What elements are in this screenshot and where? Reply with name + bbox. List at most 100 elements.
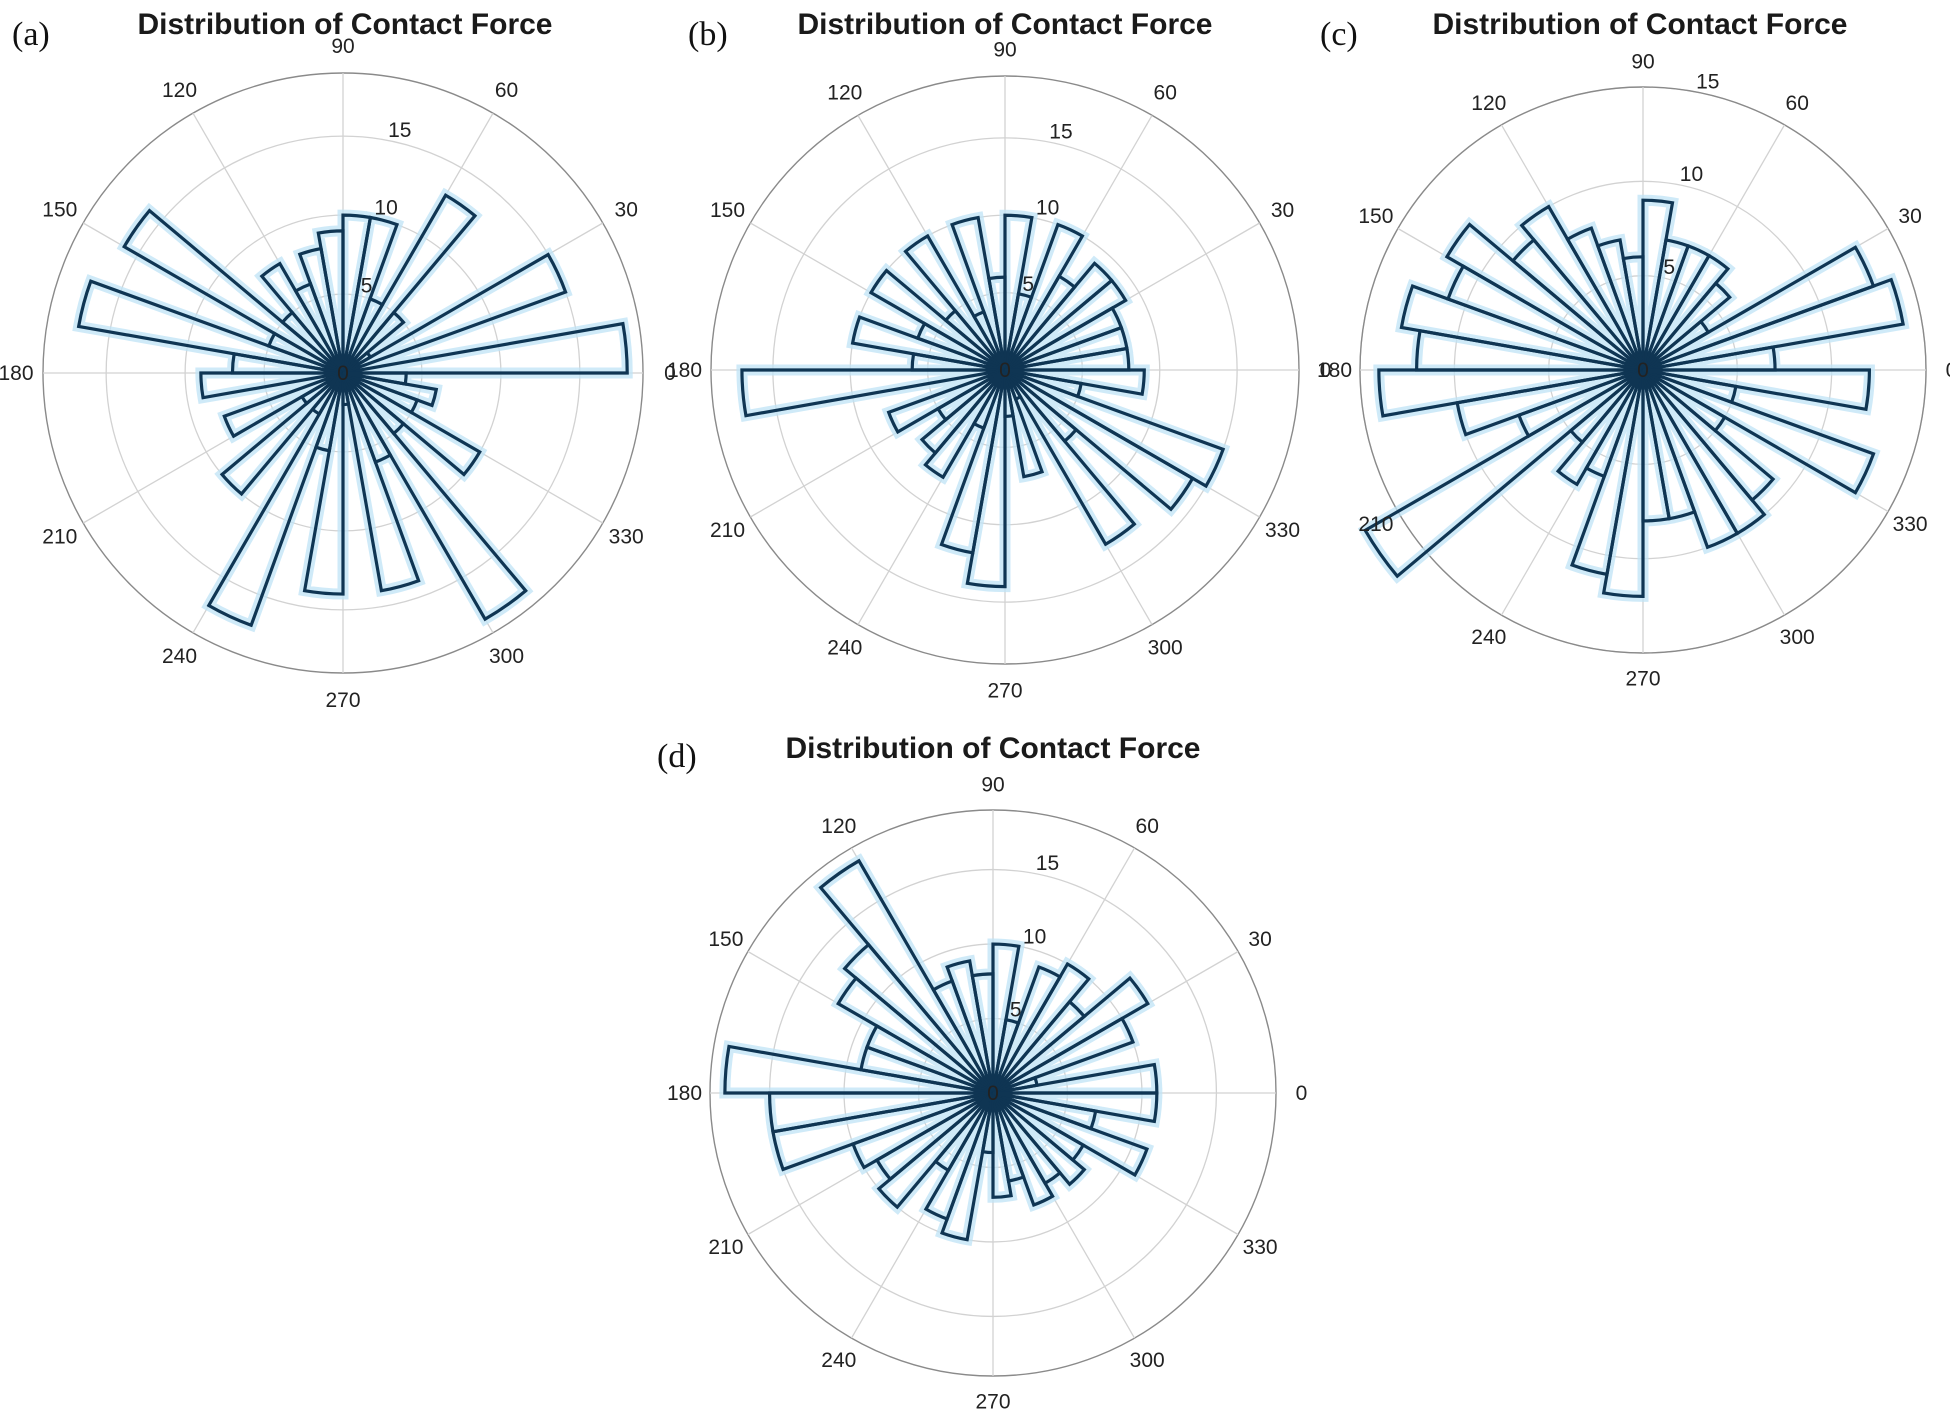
radius-tick-label: 10	[374, 197, 397, 220]
panel-label-c: (c)	[1320, 16, 1358, 53]
radius-tick-label: 15	[388, 119, 411, 142]
chart-title-d: Distribution of Contact Force	[786, 732, 1201, 765]
rose-glow	[72, 187, 633, 633]
angle-tick-label: 60	[495, 79, 518, 102]
histogram-bar-330	[1642, 368, 1876, 495]
histogram-bar-60	[991, 964, 1063, 1094]
angle-tick-label: 300	[489, 645, 524, 668]
histogram-bar-300	[1641, 368, 1767, 536]
histogram-bar-170	[723, 1044, 994, 1095]
histogram-bar-260	[1601, 369, 1645, 599]
angle-tick-label: 60	[1136, 815, 1159, 838]
histogram-bar-130	[842, 942, 995, 1095]
histogram-bar-180	[1377, 368, 1644, 418]
histogram-bar-140	[836, 975, 995, 1095]
histogram-bar-350	[1642, 368, 1872, 412]
angle-tick-label: 90	[993, 39, 1016, 62]
angle-tick-label: 30	[615, 199, 638, 222]
histogram-bar-240	[206, 372, 345, 628]
angle-tick-label: 300	[1130, 1349, 1165, 1372]
panel-c: (c) Distribution of Contact Force 0 30 60 9…	[1317, 8, 1950, 691]
histogram-bar-350	[1004, 368, 1146, 397]
histogram-bar-350	[992, 1091, 1159, 1124]
angle-tick-label: 210	[42, 526, 77, 549]
histogram-bar-160	[1399, 284, 1644, 372]
angle-tick-label: 0	[1946, 359, 1950, 382]
histogram-bar-190	[1455, 368, 1644, 437]
histogram-bar-340	[342, 371, 439, 408]
histogram-bar-140	[122, 208, 345, 375]
angle-tick-label: 150	[42, 199, 77, 222]
chart-title-c: Distribution of Contact Force	[1433, 8, 1848, 41]
angle-tick-label: 150	[708, 928, 743, 951]
radius-tick-label: 0	[337, 362, 349, 385]
histogram-bar-50	[991, 961, 1091, 1095]
radius-tick-label: 10	[1680, 163, 1703, 186]
polar-chart-d: 0 30 60 90 120 150 180 210 240 270 300 330 0 5 10 15	[667, 774, 1307, 1411]
rose-glow	[736, 209, 1231, 593]
radius-tick-label: 0	[987, 1082, 999, 1105]
angle-tick-label: 30	[1248, 928, 1271, 951]
radius-tick-label: 15	[1036, 852, 1059, 875]
angle-tick-label: 150	[710, 199, 745, 222]
polar-chart-c: 0 30 60 90 120 150 180 210 240 270 300 330 0 5 10 15	[1317, 51, 1950, 691]
angle-tick-label: 180	[667, 359, 702, 382]
angle-tick-label: 180	[1317, 359, 1352, 382]
polar-chart-a: 0 30 60 90 120 150 180 210 240 270 300 330 0 5 10 15	[0, 35, 676, 712]
angle-tick-label: 330	[609, 526, 644, 549]
histogram-bar-210	[1363, 368, 1645, 579]
histogram-bar-160	[850, 315, 1006, 372]
angle-tick-label: 60	[1786, 92, 1809, 115]
angle-tick-label: 300	[1148, 637, 1183, 660]
histogram-bar-330	[1004, 368, 1226, 489]
angle-tick-label: 240	[821, 1349, 856, 1372]
angle-tick-label: 240	[162, 645, 197, 668]
angle-tick-label: 30	[1271, 199, 1294, 222]
histogram-bar-260	[302, 372, 345, 596]
angle-tick-label: 270	[1625, 668, 1660, 691]
histogram-bar-310	[1641, 368, 1776, 503]
histogram-bar-280	[341, 372, 421, 593]
angle-tick-label: 330	[1893, 513, 1928, 536]
histogram-bar-200	[886, 368, 1006, 435]
angle-tick-label: 150	[1358, 205, 1393, 228]
histogram-bar-200	[222, 371, 344, 439]
histogram-bar-180	[740, 368, 1006, 418]
histogram-bar-140	[1444, 222, 1645, 372]
radius-tick-label: 0	[999, 359, 1011, 382]
histogram-bar-80	[341, 213, 373, 374]
histogram-bar-220	[876, 1091, 995, 1210]
histogram-bar-180	[199, 371, 344, 400]
panel-label-b: (b)	[688, 16, 728, 53]
radius-tick-label: 5	[361, 274, 373, 297]
angle-tick-label: 330	[1243, 1236, 1278, 1259]
angle-tick-label: 210	[710, 519, 745, 542]
histogram-bar-90	[316, 229, 345, 374]
radius-tick-label: 10	[1036, 197, 1059, 220]
histogram-bar-100	[950, 215, 1007, 371]
angle-tick-label: 270	[325, 689, 360, 712]
angle-tick-label: 300	[1780, 626, 1815, 649]
chart-title-b: Distribution of Contact Force	[798, 8, 1213, 41]
histogram-bar-40	[1003, 261, 1114, 372]
histogram-bar-120	[818, 858, 995, 1095]
radius-tick-label: 15	[1696, 70, 1719, 93]
histogram-bar-310	[991, 1091, 1087, 1187]
radius-tick-label: 5	[1010, 999, 1022, 1022]
angle-tick-label: 90	[981, 774, 1004, 797]
histogram-bar-80	[1641, 198, 1675, 371]
histogram-bar-290	[991, 1092, 1055, 1208]
angle-tick-label: 30	[1898, 205, 1921, 228]
histogram-bar-320	[341, 371, 482, 477]
radius-tick-label: 5	[1663, 256, 1675, 279]
angle-tick-label: 90	[331, 35, 354, 58]
angle-tick-label: 270	[975, 1391, 1010, 1411]
chart-title-a: Distribution of Contact Force	[138, 8, 553, 41]
histogram-bar-300	[341, 371, 528, 622]
angle-tick-label: 210	[708, 1236, 743, 1259]
histogram-bar-160	[76, 279, 344, 375]
histogram-bar-230	[1555, 368, 1645, 487]
angle-tick-label: 0	[1320, 359, 1332, 382]
histogram-bar-80	[991, 942, 1021, 1094]
